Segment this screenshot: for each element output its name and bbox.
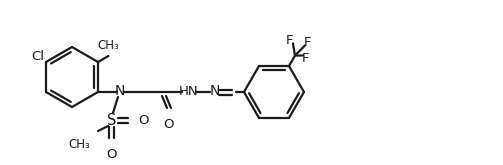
- Text: O: O: [164, 118, 174, 131]
- Text: CH₃: CH₃: [98, 39, 119, 52]
- Text: F: F: [302, 52, 310, 65]
- Text: O: O: [138, 114, 148, 127]
- Text: S: S: [107, 113, 117, 128]
- Text: F: F: [286, 34, 294, 47]
- Text: N: N: [115, 84, 125, 98]
- Text: Cl: Cl: [31, 50, 44, 64]
- Text: CH₃: CH₃: [68, 138, 90, 151]
- Text: N: N: [210, 84, 220, 98]
- Text: HN: HN: [179, 84, 199, 98]
- Text: O: O: [107, 148, 117, 161]
- Text: F: F: [304, 36, 312, 49]
